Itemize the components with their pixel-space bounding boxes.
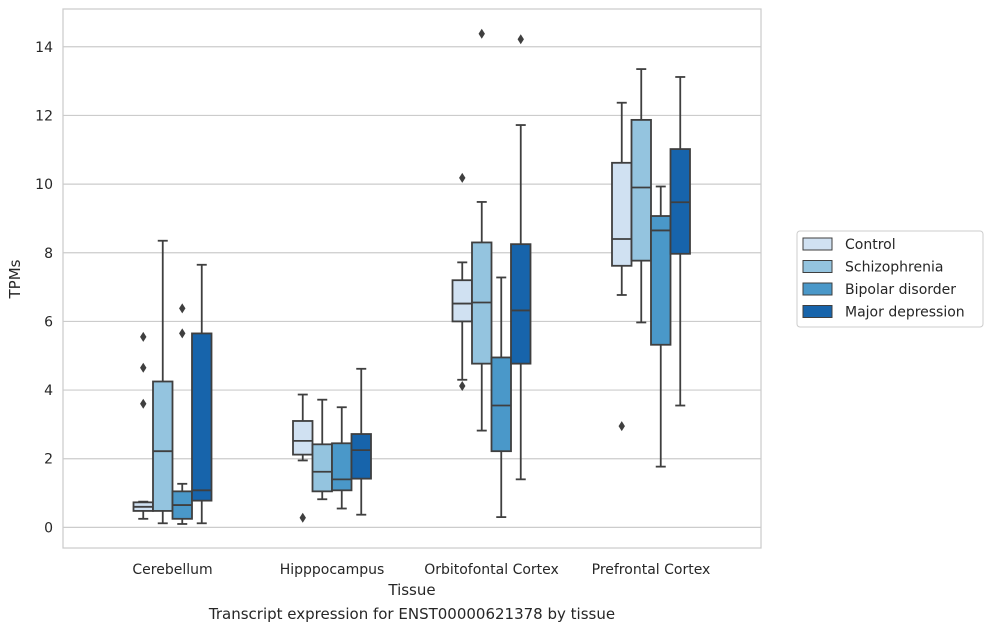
box: [191, 332, 213, 502]
box: [451, 279, 473, 323]
box: [311, 443, 333, 493]
figure-caption: Transcript expression for ENST0000062137…: [208, 605, 616, 623]
box: [350, 433, 372, 480]
box-group: [152, 239, 174, 525]
plot-frame: [62, 8, 762, 549]
legend-frame: [796, 230, 984, 328]
legend-label: Control: [845, 237, 896, 253]
box-group: [331, 406, 353, 510]
y-axis-title: TPMs: [6, 259, 24, 299]
boxes: [132, 28, 691, 525]
axis-ticks: 0 2 4 6 8 10 12 14 Cerebellum Hipppocampus Orbitof…: [35, 40, 710, 578]
y-tick-label: 6: [44, 314, 53, 330]
y-tick-label: 4: [44, 383, 53, 399]
box: [152, 380, 174, 512]
box-group: [630, 68, 652, 324]
box-group: [650, 185, 672, 468]
outlier-point: [140, 362, 147, 373]
outlier-point: [459, 172, 466, 183]
outlier-point: [517, 34, 524, 45]
x-tick-label: Orbitofontal Cortex: [424, 562, 559, 578]
box-group: [471, 28, 493, 432]
box-group: [669, 76, 691, 407]
legend-label: Major depression: [845, 305, 965, 321]
outlier-point: [179, 303, 186, 314]
y-tick-label: 12: [35, 108, 53, 124]
y-tick-label: 10: [35, 177, 53, 193]
legend-swatch: [802, 282, 833, 296]
box: [510, 243, 532, 365]
legend-label: Bipolar disorder: [845, 282, 956, 298]
outlier-point: [179, 328, 186, 339]
box-group: [490, 276, 512, 519]
x-axis-title: Tissue: [387, 581, 435, 599]
box-group: [350, 367, 372, 516]
box: [490, 356, 512, 453]
y-tick-label: 8: [44, 246, 53, 262]
outlier-point: [299, 512, 306, 523]
box-group: [451, 172, 473, 391]
outlier-point: [140, 331, 147, 342]
box: [630, 118, 652, 262]
box: [650, 215, 672, 346]
x-tick-label: Cerebellum: [132, 562, 212, 578]
x-tick-label: Prefrontal Cortex: [592, 562, 711, 578]
y-tick-label: 14: [35, 40, 53, 56]
y-tick-label: 2: [44, 452, 53, 468]
legend: Control Schizophrenia Bipolar disorder Majo…: [796, 230, 984, 328]
grid-lines: [63, 46, 761, 529]
legend-swatch: [802, 237, 833, 251]
legend-swatch: [802, 260, 833, 273]
outlier-point: [459, 380, 466, 391]
box-group: [510, 34, 532, 481]
box-group: [191, 263, 213, 525]
legend-swatch: [802, 305, 833, 318]
outlier-point: [618, 421, 625, 432]
box-group: [292, 393, 314, 523]
y-tick-label: 0: [44, 520, 53, 536]
outlier-point: [140, 398, 147, 409]
box: [331, 442, 353, 492]
box-group: [171, 303, 193, 525]
legend-label: Schizophrenia: [845, 260, 943, 276]
box: [611, 161, 633, 267]
x-tick-label: Hipppocampus: [280, 562, 385, 578]
outlier-point: [478, 28, 485, 39]
box: [292, 420, 314, 456]
box-group: [132, 331, 154, 520]
